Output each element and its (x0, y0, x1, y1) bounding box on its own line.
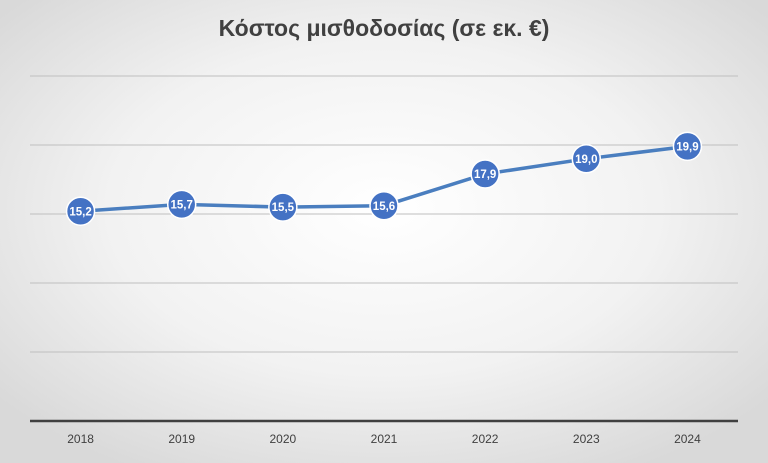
x-tick-label: 2023 (573, 432, 600, 446)
x-tick-label: 2019 (168, 432, 195, 446)
data-point (65, 196, 96, 226)
data-label: 19,0 (575, 154, 597, 166)
data-label: 17,9 (474, 169, 496, 181)
data-point (672, 131, 703, 162)
data-point (470, 159, 500, 189)
data-label: 15,7 (171, 199, 193, 211)
data-label: 19,9 (676, 141, 698, 153)
data-point (369, 190, 399, 221)
data-label: 15,6 (373, 201, 395, 213)
data-label: 15,5 (272, 202, 295, 214)
data-point (166, 189, 197, 220)
x-tick-label: 2022 (472, 432, 499, 446)
data-point (571, 144, 602, 174)
x-tick-label: 2024 (674, 432, 701, 446)
x-tick-label: 2018 (67, 432, 94, 446)
x-tick-label: 2020 (270, 432, 297, 446)
x-tick-label: 2021 (371, 432, 398, 446)
data-label: 15,2 (69, 206, 91, 218)
data-point (268, 192, 298, 222)
chart-title: Κόστος μισθοδοσίας (σε εκ. €) (219, 15, 550, 41)
